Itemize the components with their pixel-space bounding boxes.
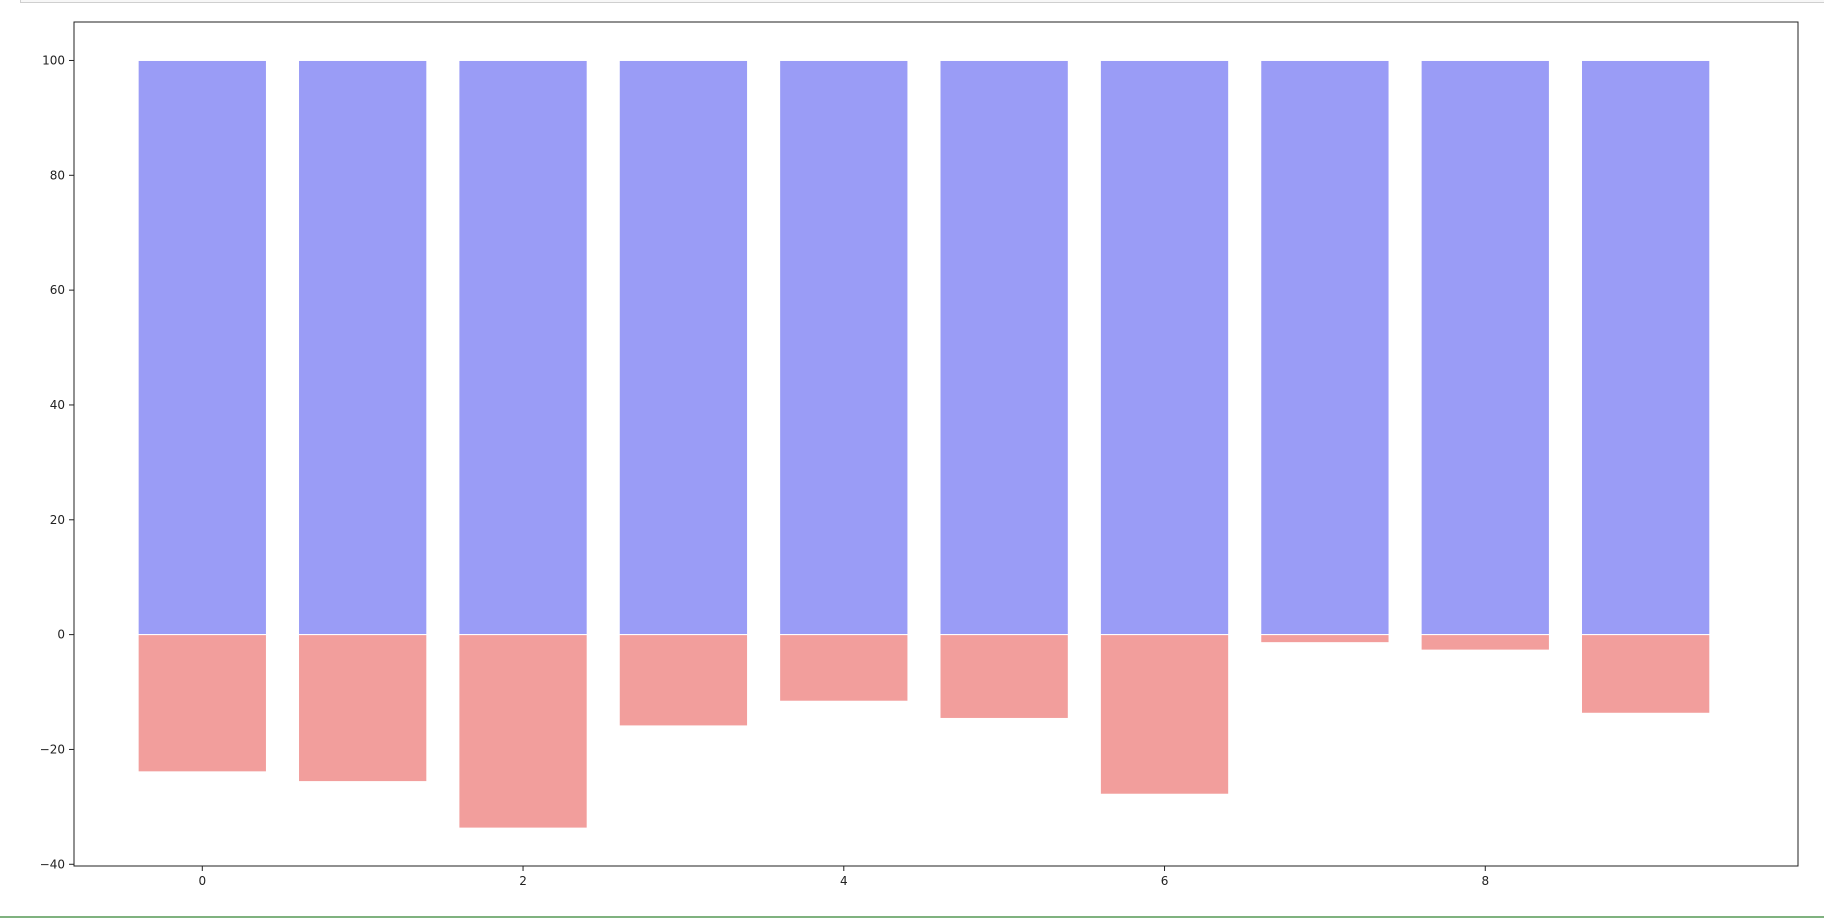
bar-series-2-x-7 xyxy=(1260,634,1390,644)
y-tick-label: −40 xyxy=(40,857,65,871)
x-tick-label: 8 xyxy=(1481,874,1489,888)
y-tick-label: 0 xyxy=(57,628,65,642)
y-axis-ticks: 100 80 60 40 20 0 −20 −40 xyxy=(40,53,74,871)
bar-series-2-x-9 xyxy=(1580,634,1711,714)
y-tick-label: 100 xyxy=(42,53,65,67)
bar-series-1-x-9 xyxy=(1580,59,1711,636)
y-tick-label: 60 xyxy=(50,283,65,297)
bar-series-1-x-1 xyxy=(298,59,428,636)
bar-series-2-x-6 xyxy=(1099,634,1230,795)
x-tick-label: 4 xyxy=(840,874,848,888)
bar-series-1-x-3 xyxy=(618,59,749,636)
x-tick-label: 6 xyxy=(1161,874,1169,888)
y-tick-label: 40 xyxy=(50,398,65,412)
bar-series-2-x-1 xyxy=(298,634,428,783)
bar-series-2-x-5 xyxy=(939,634,1069,719)
bar-series-2-x-8 xyxy=(1420,634,1550,651)
bar-series-1-x-5 xyxy=(939,59,1069,636)
x-tick-label: 2 xyxy=(519,874,527,888)
bar-series-2-x-3 xyxy=(618,634,749,727)
bars-group xyxy=(137,59,1711,829)
bar-series-1-x-7 xyxy=(1260,59,1390,636)
y-tick-label: 80 xyxy=(50,168,65,182)
notebook-cell-border xyxy=(20,0,1824,3)
bar-series-2-x-4 xyxy=(779,634,909,702)
bar-series-2-x-0 xyxy=(137,634,267,773)
y-tick-label: 20 xyxy=(50,513,65,527)
y-tick-label: −20 xyxy=(40,742,65,756)
bar-series-1-x-8 xyxy=(1420,59,1550,636)
bar-series-1-x-0 xyxy=(137,59,267,636)
bar-series-2-x-2 xyxy=(458,634,588,829)
bar-series-1-x-2 xyxy=(458,59,588,636)
bar-series-1-x-6 xyxy=(1099,59,1230,636)
bar-series-1-x-4 xyxy=(779,59,909,636)
x-tick-label: 0 xyxy=(198,874,206,888)
notebook-cell-footer xyxy=(0,916,1824,918)
x-axis-ticks: 0 2 4 6 8 xyxy=(198,866,1489,888)
